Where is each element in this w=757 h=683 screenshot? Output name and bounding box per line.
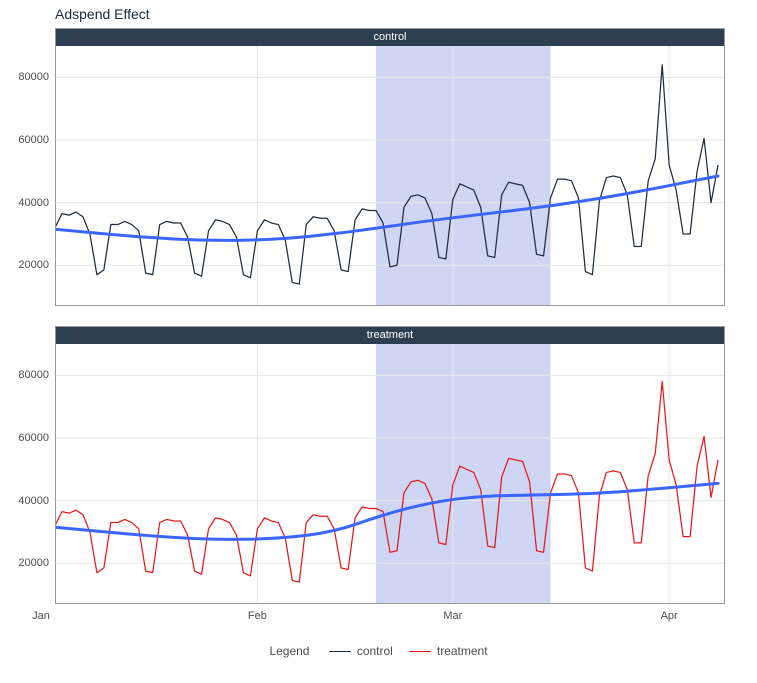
x-tick-label: Jan: [32, 610, 50, 622]
y-tick-label: 40000: [18, 495, 49, 507]
y-tick-label: 60000: [18, 432, 49, 444]
panel-body-treatment: 20000400006000080000JanFebMarApr: [55, 344, 725, 604]
y-tick-label: 20000: [18, 557, 49, 569]
chart-frame: Adspend Effect control200004000060000800…: [0, 0, 757, 683]
panel-header-control: control: [55, 28, 725, 46]
legend: Legend control treatment: [0, 644, 757, 658]
y-tick-label: 80000: [18, 369, 49, 381]
x-tick-label: Mar: [443, 610, 462, 622]
y-tick-label: 20000: [18, 259, 49, 271]
panel-treatment: treatment20000400006000080000JanFebMarAp…: [55, 326, 725, 604]
legend-title: Legend: [269, 644, 309, 658]
x-tick-label: Apr: [661, 610, 678, 622]
legend-label-treatment: treatment: [437, 644, 488, 658]
panel-header-treatment: treatment: [55, 326, 725, 344]
y-tick-label: 60000: [18, 134, 49, 146]
legend-swatch-control: [329, 651, 351, 652]
panel-svg-treatment: [55, 344, 725, 604]
legend-label-control: control: [357, 644, 393, 658]
legend-items: control treatment: [313, 644, 488, 658]
panel-control: control20000400006000080000: [55, 28, 725, 306]
x-tick-label: Feb: [248, 610, 267, 622]
legend-swatch-treatment: [409, 651, 431, 652]
y-tick-label: 80000: [18, 71, 49, 83]
highlight-band: [376, 46, 550, 306]
chart-title: Adspend Effect: [55, 6, 150, 22]
y-tick-label: 40000: [18, 197, 49, 209]
panel-svg-control: [55, 46, 725, 306]
highlight-band: [376, 344, 550, 604]
panel-body-control: 20000400006000080000: [55, 46, 725, 306]
